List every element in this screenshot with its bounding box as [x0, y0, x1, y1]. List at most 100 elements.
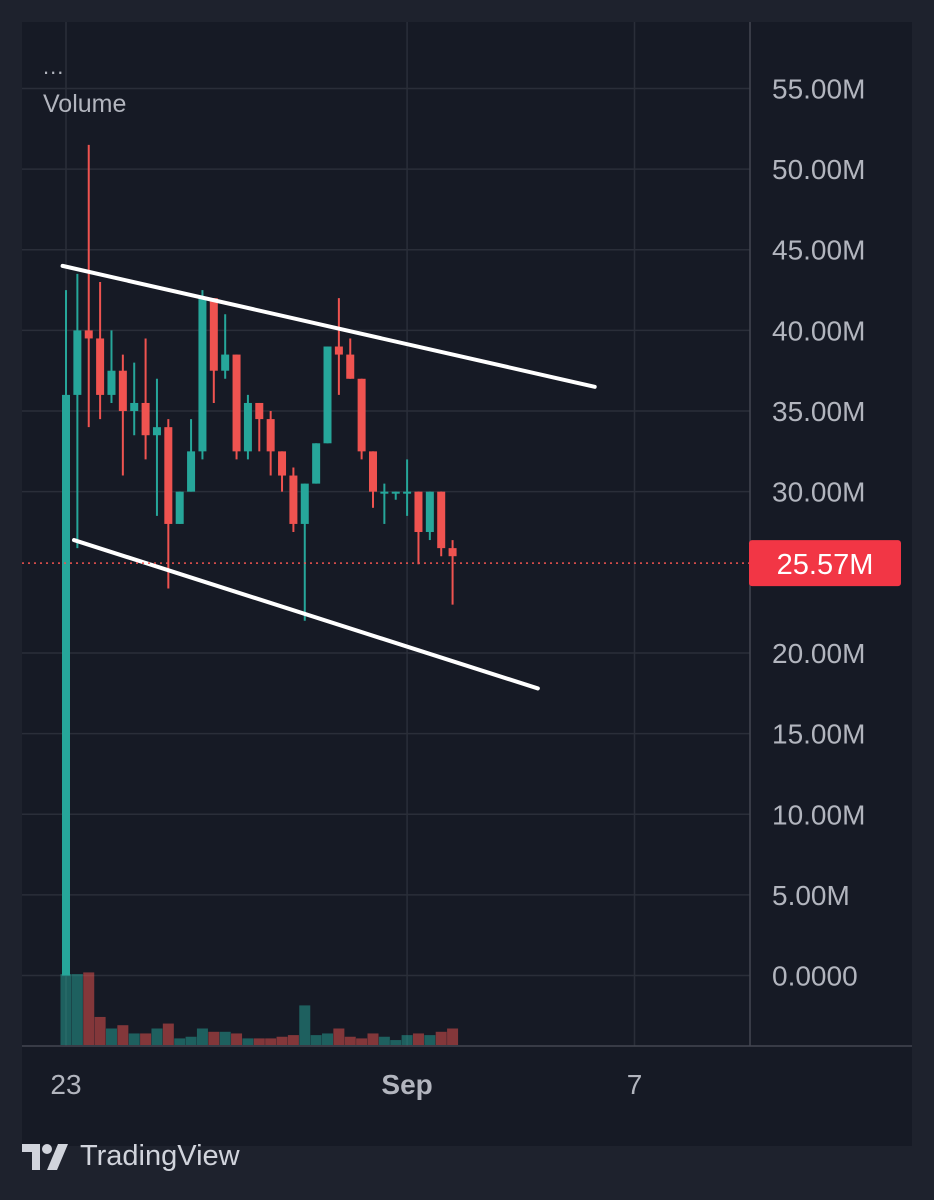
- y-tick-label: 10.00M: [772, 799, 865, 830]
- candle-body: [118, 370, 127, 412]
- y-tick-label: 55.00M: [772, 73, 865, 104]
- x-tick-label: 23: [50, 1069, 81, 1100]
- candle-body: [243, 402, 252, 452]
- volume-bar: [151, 1028, 163, 1045]
- trendline-layer: [60, 263, 597, 691]
- candle-body: [448, 548, 457, 557]
- volume-bar: [196, 1028, 208, 1045]
- candle-body: [221, 354, 230, 371]
- chart-canvas[interactable]: 25.57M 55.00M 50.00M 45.00M 40.00M 35.00M 30.…: [22, 22, 912, 1146]
- candle-body: [198, 298, 207, 452]
- volume-bar: [94, 1016, 106, 1045]
- volume-bar: [333, 1028, 345, 1045]
- candle-body: [175, 491, 184, 524]
- candle-body: [414, 491, 423, 532]
- volume-bar: [276, 1036, 288, 1045]
- candle-body: [368, 451, 377, 492]
- candle-body: [73, 330, 82, 395]
- tradingview-brand[interactable]: TradingView: [22, 1140, 240, 1173]
- volume-bar: [299, 1005, 311, 1045]
- volume-bar: [105, 1028, 117, 1045]
- volume-bar: [83, 972, 95, 1045]
- volume-bar: [242, 1038, 254, 1045]
- brand-name: TradingView: [80, 1140, 240, 1172]
- y-tick-label: 35.00M: [772, 396, 865, 427]
- trendline-upper: [60, 263, 597, 389]
- trendline-lower: [71, 538, 540, 691]
- volume-bar: [424, 1035, 436, 1045]
- volume-bar: [412, 1033, 424, 1045]
- volume-bar: [174, 1038, 186, 1045]
- y-tick-label: 30.00M: [772, 477, 865, 508]
- candle-body: [323, 346, 332, 444]
- candle-body: [255, 402, 264, 420]
- volume-bar: [140, 1033, 152, 1045]
- candle-body: [141, 402, 150, 436]
- candle-body: [187, 451, 196, 492]
- y-tick-label: 20.00M: [772, 638, 865, 669]
- volume-bar: [447, 1028, 459, 1045]
- candle-body: [209, 298, 218, 371]
- candle-body: [403, 491, 412, 494]
- candle-body: [232, 354, 241, 452]
- volume-bar: [310, 1035, 322, 1045]
- volume-bar: [287, 1035, 299, 1045]
- legend-volume-label: Volume: [43, 90, 127, 118]
- candle-body: [107, 370, 116, 395]
- tradingview-logo-icon: [22, 1143, 68, 1170]
- volume-bar: [219, 1031, 231, 1045]
- volume-bar: [71, 974, 83, 1045]
- candle-body: [62, 394, 70, 976]
- candle-body: [391, 491, 400, 494]
- volume-bar: [344, 1036, 356, 1045]
- y-tick-label: 5.00M: [772, 880, 850, 911]
- candle-body: [289, 475, 298, 524]
- volume-bar: [231, 1033, 243, 1045]
- volume-bar: [367, 1033, 379, 1045]
- x-tick-label: Sep: [381, 1069, 432, 1100]
- last-price-layer: 25.57M: [22, 540, 901, 587]
- candle-body: [96, 338, 105, 395]
- y-tick-label: 0.0000: [772, 961, 858, 992]
- volume-bar: [356, 1038, 368, 1045]
- volume-bar: [253, 1038, 265, 1045]
- volume-layer: [60, 972, 459, 1045]
- candle-body: [84, 330, 93, 339]
- candle-body: [266, 419, 275, 452]
- candle-body: [380, 491, 389, 494]
- volume-bar: [378, 1036, 390, 1045]
- candle-body: [300, 483, 309, 524]
- x-tick-label: 7: [627, 1069, 643, 1100]
- y-tick-label: 50.00M: [772, 154, 865, 185]
- last-price-badge: [749, 540, 901, 587]
- candle-layer: [62, 144, 457, 976]
- volume-bar: [265, 1038, 277, 1045]
- volume-bar: [162, 1023, 174, 1045]
- volume-bar: [435, 1031, 447, 1045]
- volume-bar: [60, 974, 72, 1045]
- candle-body: [152, 427, 161, 436]
- candle-body: [278, 451, 287, 476]
- volume-bar: [208, 1031, 220, 1045]
- candle-body: [130, 402, 139, 412]
- y-tick-label: 40.00M: [772, 315, 865, 346]
- candle-body: [334, 346, 343, 355]
- volume-bar: [401, 1035, 413, 1045]
- chart-panel[interactable]: 25.57M 55.00M 50.00M 45.00M 40.00M 35.00M 30.…: [22, 22, 912, 1146]
- legend-menu-icon[interactable]: ...: [43, 54, 65, 79]
- candle-body: [437, 491, 446, 549]
- y-tick-label: 15.00M: [772, 719, 865, 750]
- last-price-label: 25.57M: [777, 549, 874, 581]
- volume-bar: [128, 1033, 140, 1045]
- candle-body: [164, 427, 173, 524]
- candle-body: [346, 354, 355, 379]
- y-tick-label: 45.00M: [772, 235, 865, 266]
- volume-bar: [185, 1036, 197, 1045]
- candle-body: [425, 491, 434, 532]
- candle-body: [357, 378, 366, 452]
- volume-bar: [322, 1033, 334, 1045]
- axis-layer: 55.00M 50.00M 45.00M 40.00M 35.00M 30.00M 20.0…: [50, 73, 865, 1100]
- candle-body: [312, 443, 321, 484]
- volume-bar: [390, 1040, 402, 1045]
- volume-bar: [117, 1025, 129, 1045]
